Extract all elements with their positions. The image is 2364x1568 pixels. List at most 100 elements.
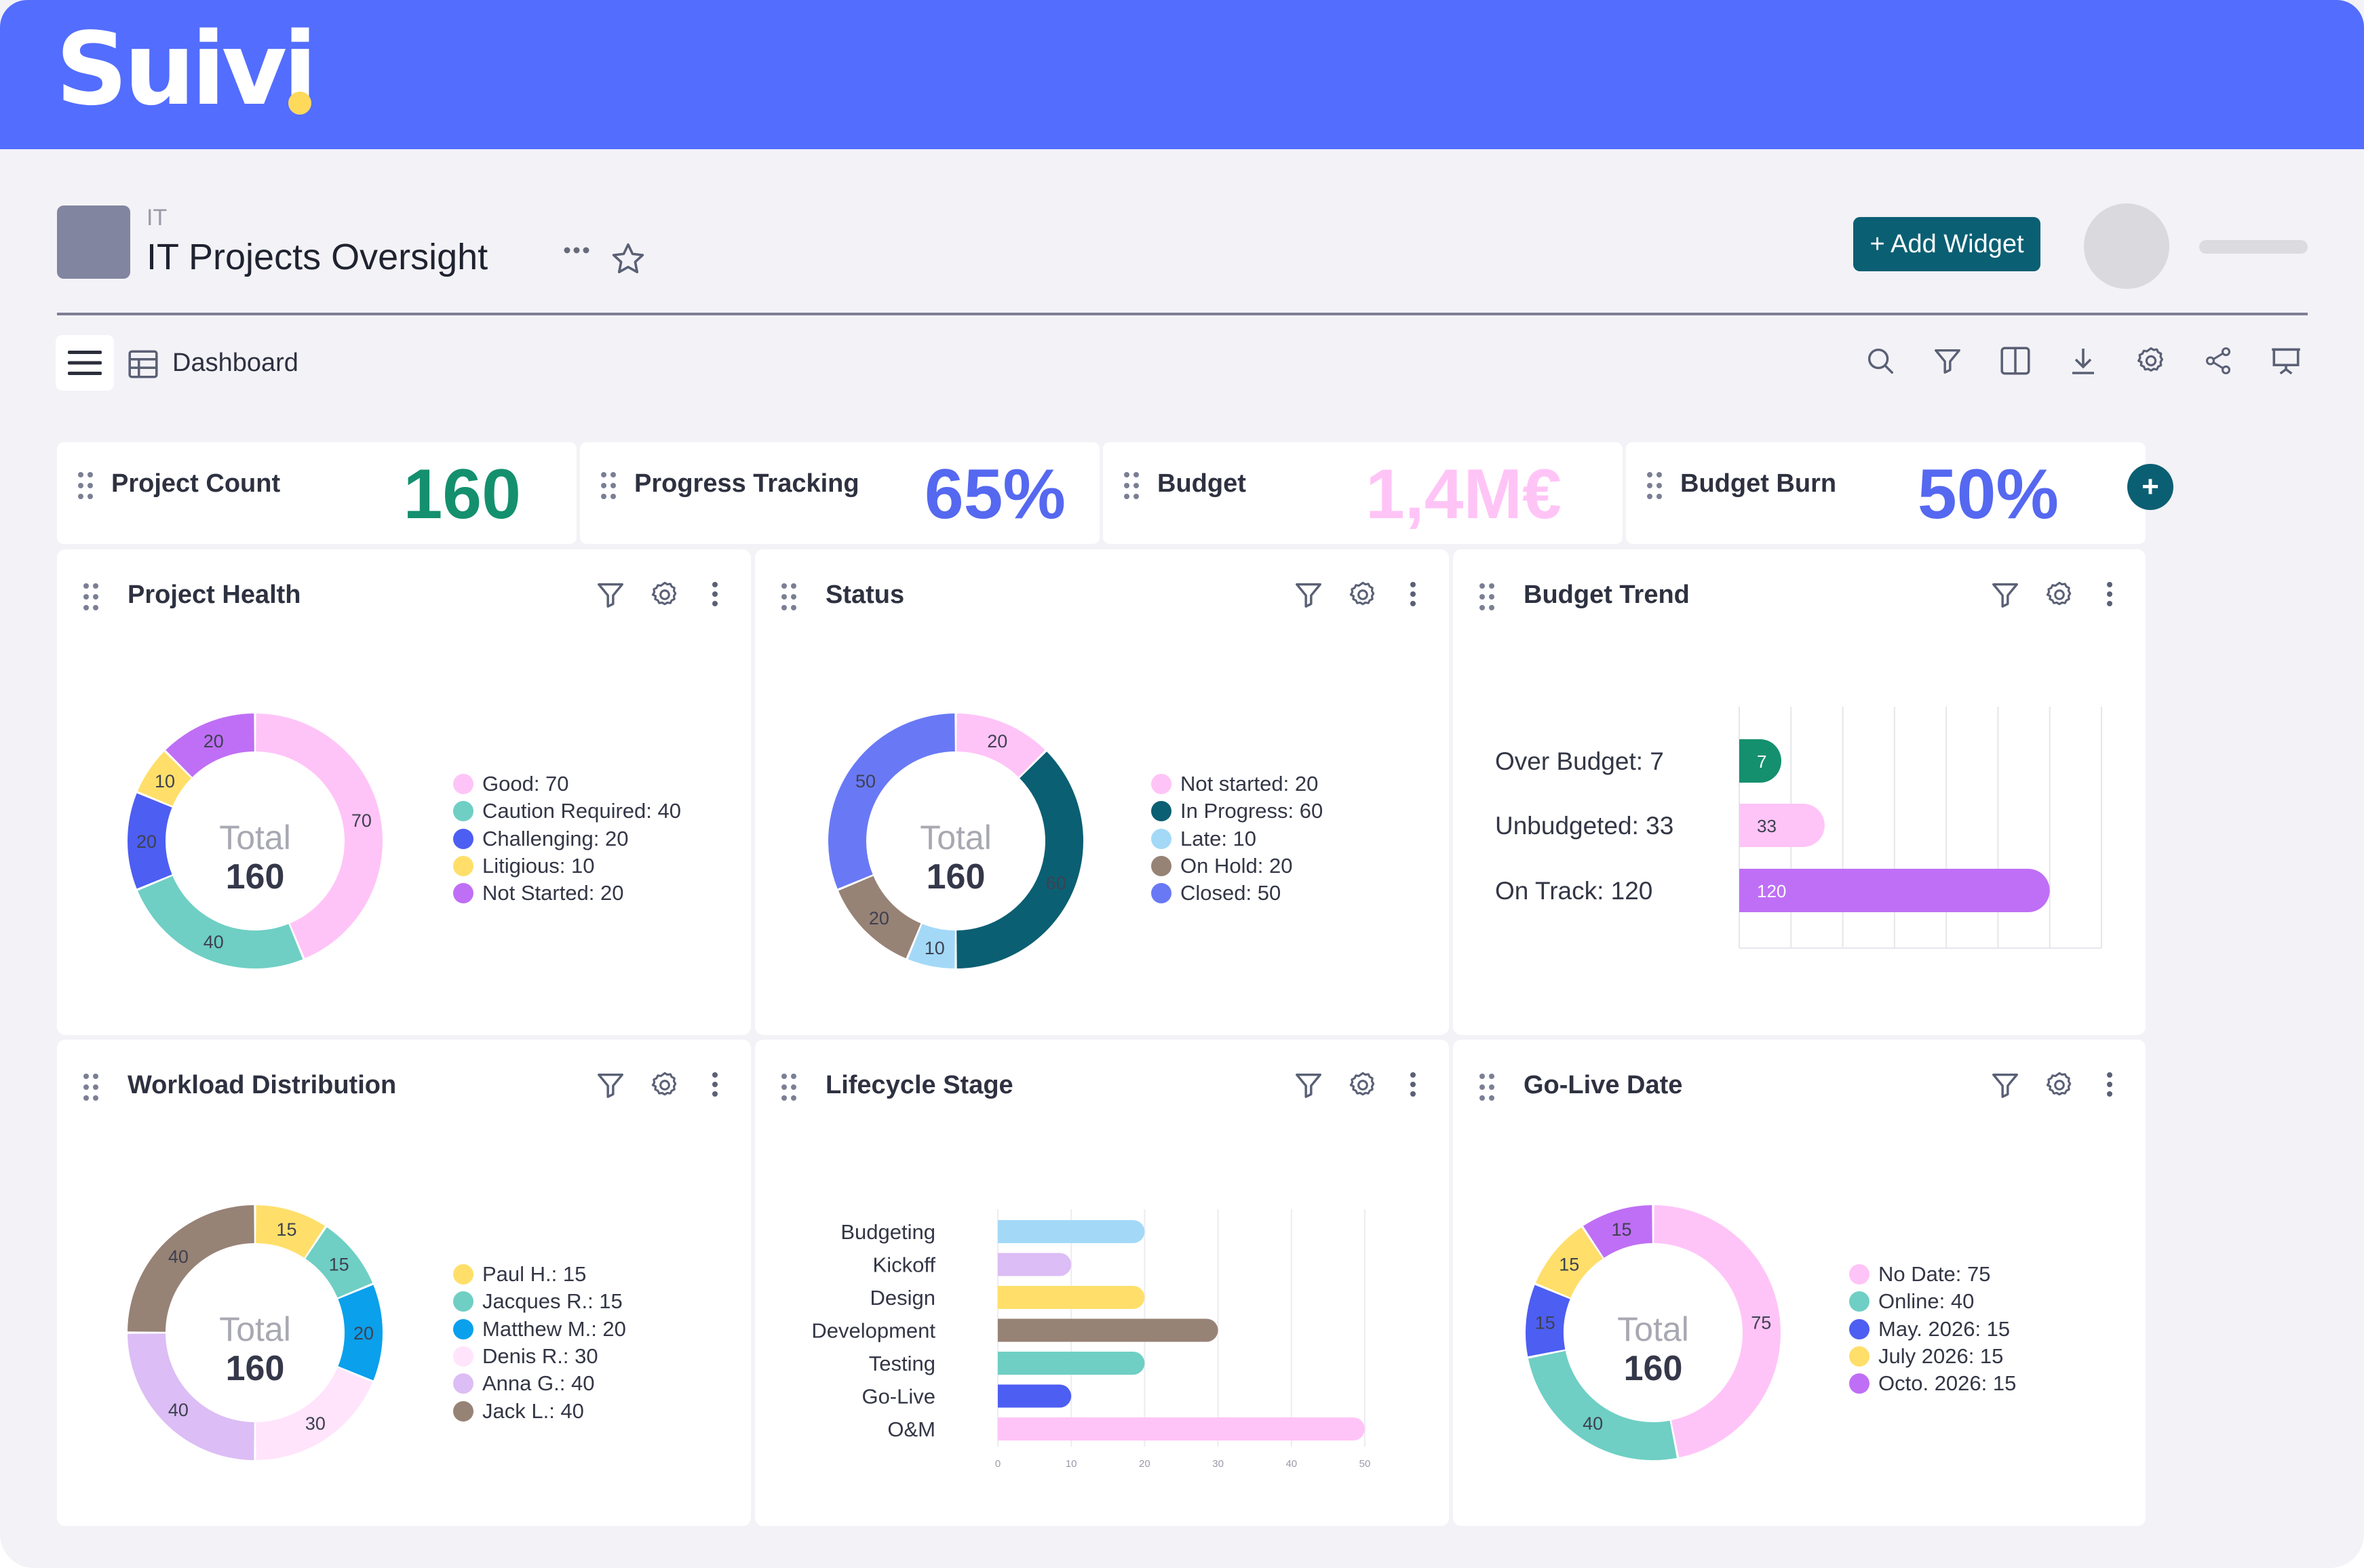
settings-icon[interactable]	[2044, 579, 2075, 614]
legend-item[interactable]: Not Started: 20	[453, 880, 681, 907]
donut-slice[interactable]	[956, 751, 1083, 968]
donut-slice[interactable]	[128, 1205, 254, 1332]
filter-icon[interactable]	[1293, 1070, 1324, 1104]
settings-icon[interactable]	[1347, 1070, 1378, 1104]
legend-item[interactable]: Online: 40	[1849, 1288, 2016, 1315]
legend-item[interactable]: No Date: 75	[1849, 1261, 2016, 1288]
donut-slice[interactable]	[956, 713, 1045, 777]
bar[interactable]	[998, 1318, 1218, 1342]
donut-slice[interactable]	[1526, 1285, 1570, 1357]
kpi-card-budget-burn[interactable]: Budget Burn 50%	[1626, 442, 2146, 544]
settings-icon[interactable]	[2044, 1070, 2075, 1104]
avatar[interactable]	[2084, 203, 2169, 289]
legend-item[interactable]: Denis R.: 30	[453, 1343, 626, 1370]
more-vertical-icon[interactable]	[2105, 1070, 2114, 1103]
settings-icon[interactable]	[649, 579, 680, 614]
kpi-card-project-count[interactable]: Project Count 160	[57, 442, 577, 544]
drag-handle-icon[interactable]	[1479, 582, 1495, 615]
download-icon[interactable]	[2064, 342, 2102, 380]
drag-handle-icon[interactable]	[600, 471, 617, 504]
legend-item[interactable]: July 2026: 15	[1849, 1343, 2016, 1370]
more-vertical-icon[interactable]	[1408, 1070, 1418, 1103]
donut-slice[interactable]	[838, 876, 921, 959]
legend-label: Jacques R.: 15	[482, 1289, 623, 1314]
bar[interactable]	[998, 1253, 1072, 1276]
kpi-card-budget[interactable]: Budget 1,4M€	[1103, 442, 1623, 544]
more-horizontal-icon[interactable]	[563, 246, 590, 258]
donut-slice[interactable]	[256, 1367, 373, 1460]
donut-slice[interactable]	[1654, 1205, 1781, 1458]
kpi-card-progress-tracking[interactable]: Progress Tracking 65%	[580, 442, 1100, 544]
drag-handle-icon[interactable]	[781, 1072, 797, 1105]
donut-slice[interactable]	[828, 713, 955, 889]
legend-item[interactable]: Challenging: 20	[453, 825, 681, 852]
legend-item[interactable]: Late: 10	[1151, 825, 1323, 852]
donut-slice[interactable]	[128, 1333, 254, 1460]
filter-icon[interactable]	[595, 579, 626, 614]
legend-item[interactable]: Octo. 2026: 15	[1849, 1370, 2016, 1397]
drag-handle-icon[interactable]	[77, 471, 94, 504]
view-label[interactable]: Dashboard	[172, 349, 298, 377]
presentation-icon[interactable]	[2267, 342, 2305, 380]
donut-slice[interactable]	[1583, 1205, 1652, 1258]
filter-icon[interactable]	[1990, 579, 2021, 614]
donut-slice[interactable]	[128, 793, 172, 889]
donut-slice[interactable]	[137, 876, 303, 968]
suivi-logo[interactable]: Suivi	[56, 11, 317, 128]
drag-handle-icon[interactable]	[1123, 471, 1140, 504]
columns-icon[interactable]	[1996, 342, 2034, 380]
filter-icon[interactable]	[1990, 1070, 2021, 1104]
menu-button[interactable]	[56, 335, 114, 391]
legend-item[interactable]: Litigious: 10	[453, 852, 681, 880]
filter-icon[interactable]	[1929, 342, 1966, 380]
legend-item[interactable]: Matthew M.: 20	[453, 1316, 626, 1343]
legend-item[interactable]: Paul H.: 15	[453, 1261, 626, 1288]
donut-slice[interactable]	[338, 1285, 383, 1381]
star-outline-icon[interactable]	[609, 241, 647, 281]
donut-slice[interactable]	[1528, 1350, 1678, 1460]
more-vertical-icon[interactable]	[710, 579, 720, 612]
settings-icon[interactable]	[649, 1070, 680, 1104]
legend-item[interactable]: Anna G.: 40	[453, 1370, 626, 1397]
legend-item[interactable]: Jack L.: 40	[453, 1397, 626, 1424]
drag-handle-icon[interactable]	[83, 1072, 99, 1105]
legend-item[interactable]: May. 2026: 15	[1849, 1316, 2016, 1343]
filter-icon[interactable]	[595, 1070, 626, 1104]
more-vertical-icon[interactable]	[710, 1070, 720, 1103]
add-widget-button[interactable]: + Add Widget	[1853, 217, 2040, 271]
donut-slice[interactable]	[305, 1227, 373, 1298]
drag-handle-icon[interactable]	[781, 582, 797, 615]
drag-handle-icon[interactable]	[1646, 471, 1663, 504]
legend-item[interactable]: On Hold: 20	[1151, 852, 1323, 880]
legend-label: Online: 40	[1878, 1289, 1975, 1314]
donut-slice[interactable]	[908, 924, 955, 968]
donut-slice[interactable]	[166, 713, 254, 777]
bar[interactable]	[998, 1352, 1145, 1375]
legend-item[interactable]: Caution Required: 40	[453, 798, 681, 825]
bar[interactable]	[998, 1220, 1145, 1243]
legend-item[interactable]: Good: 70	[453, 770, 681, 798]
bar[interactable]	[998, 1286, 1145, 1309]
donut-slice[interactable]	[137, 751, 191, 806]
donut-slice[interactable]	[256, 713, 383, 959]
more-vertical-icon[interactable]	[1408, 579, 1418, 612]
bar[interactable]	[1739, 869, 2050, 912]
settings-icon[interactable]	[2132, 342, 2170, 380]
legend-item[interactable]: Closed: 50	[1151, 880, 1323, 907]
donut-slice[interactable]	[256, 1205, 326, 1258]
slice-value-label: 40	[168, 1400, 189, 1420]
settings-icon[interactable]	[1347, 579, 1378, 614]
legend-item[interactable]: In Progress: 60	[1151, 798, 1323, 825]
bar[interactable]	[998, 1384, 1072, 1408]
legend-item[interactable]: Not started: 20	[1151, 770, 1323, 798]
bar[interactable]	[998, 1417, 1365, 1440]
drag-handle-icon[interactable]	[83, 582, 99, 615]
legend-item[interactable]: Jacques R.: 15	[453, 1288, 626, 1315]
search-icon[interactable]	[1861, 342, 1899, 380]
more-vertical-icon[interactable]	[2105, 579, 2114, 612]
filter-icon[interactable]	[1293, 579, 1324, 614]
share-icon[interactable]	[2199, 342, 2237, 380]
drag-handle-icon[interactable]	[1479, 1072, 1495, 1105]
add-kpi-button[interactable]: +	[2127, 464, 2173, 510]
donut-slice[interactable]	[1535, 1227, 1603, 1298]
